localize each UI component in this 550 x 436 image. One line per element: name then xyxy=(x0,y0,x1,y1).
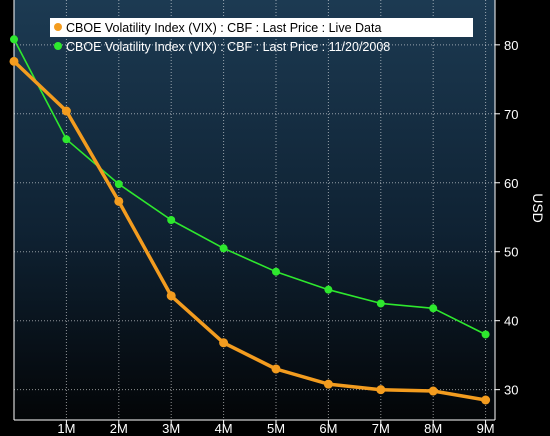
data-point-live xyxy=(428,386,438,396)
x-tick-label: 1M xyxy=(57,421,75,436)
y-axis: 30 40 50 60 70 80 xyxy=(495,38,518,398)
data-point-2008 xyxy=(114,180,123,189)
x-tick-label: 5M xyxy=(267,421,285,436)
y-tick-label: 60 xyxy=(504,176,518,191)
series-line-2008 xyxy=(13,38,486,336)
legend-label-live: CBOE Volatility Index (VIX) : CBF : Last… xyxy=(66,21,381,35)
x-tick-label: 8M xyxy=(424,421,442,436)
grid-lines xyxy=(14,0,495,420)
data-point-live xyxy=(114,196,124,206)
x-tick-label: 7M xyxy=(372,421,390,436)
y-tick-label: 80 xyxy=(504,38,518,53)
data-point-live xyxy=(481,395,491,405)
data-point-live xyxy=(9,56,19,66)
y-tick-label: 70 xyxy=(504,107,518,122)
data-point-live xyxy=(323,379,333,389)
data-point-2008 xyxy=(376,299,385,308)
legend-marker-2008 xyxy=(54,42,62,50)
x-tick-label: 6M xyxy=(319,421,337,436)
y-tick-label: 30 xyxy=(504,383,518,398)
x-tick-label: 4M xyxy=(215,421,233,436)
data-point-2008 xyxy=(272,267,280,276)
x-tick-label: 3M xyxy=(162,421,180,436)
series-group xyxy=(9,35,491,405)
plot-area xyxy=(14,0,495,420)
legend-marker-live xyxy=(54,23,62,31)
data-point-2008 xyxy=(324,285,333,294)
series-line-live xyxy=(12,60,486,402)
x-axis: 1M 2M 3M 4M 5M 6M 7M 8M 9M xyxy=(57,420,495,436)
legend-box xyxy=(50,18,473,37)
data-point-2008 xyxy=(429,304,438,313)
legend-label-2008: CBOE Volatility Index (VIX) : CBF : Last… xyxy=(66,40,390,54)
x-tick-label: 9M xyxy=(477,421,495,436)
data-point-live xyxy=(271,364,281,374)
data-point-live xyxy=(376,385,386,395)
data-point-2008 xyxy=(219,244,228,253)
x-tick-label: 2M xyxy=(110,421,128,436)
data-point-live xyxy=(166,291,176,301)
data-point-2008 xyxy=(481,330,490,339)
legend: CBOE Volatility Index (VIX) : CBF : Last… xyxy=(50,18,473,54)
y-tick-label: 50 xyxy=(504,245,518,260)
data-point-live xyxy=(219,338,229,348)
data-point-2008 xyxy=(167,216,176,224)
data-point-live xyxy=(61,106,71,116)
data-point-2008 xyxy=(62,135,71,144)
y-axis-label: USD xyxy=(530,193,546,223)
data-point-2008 xyxy=(10,35,18,44)
y-tick-label: 40 xyxy=(504,314,518,329)
